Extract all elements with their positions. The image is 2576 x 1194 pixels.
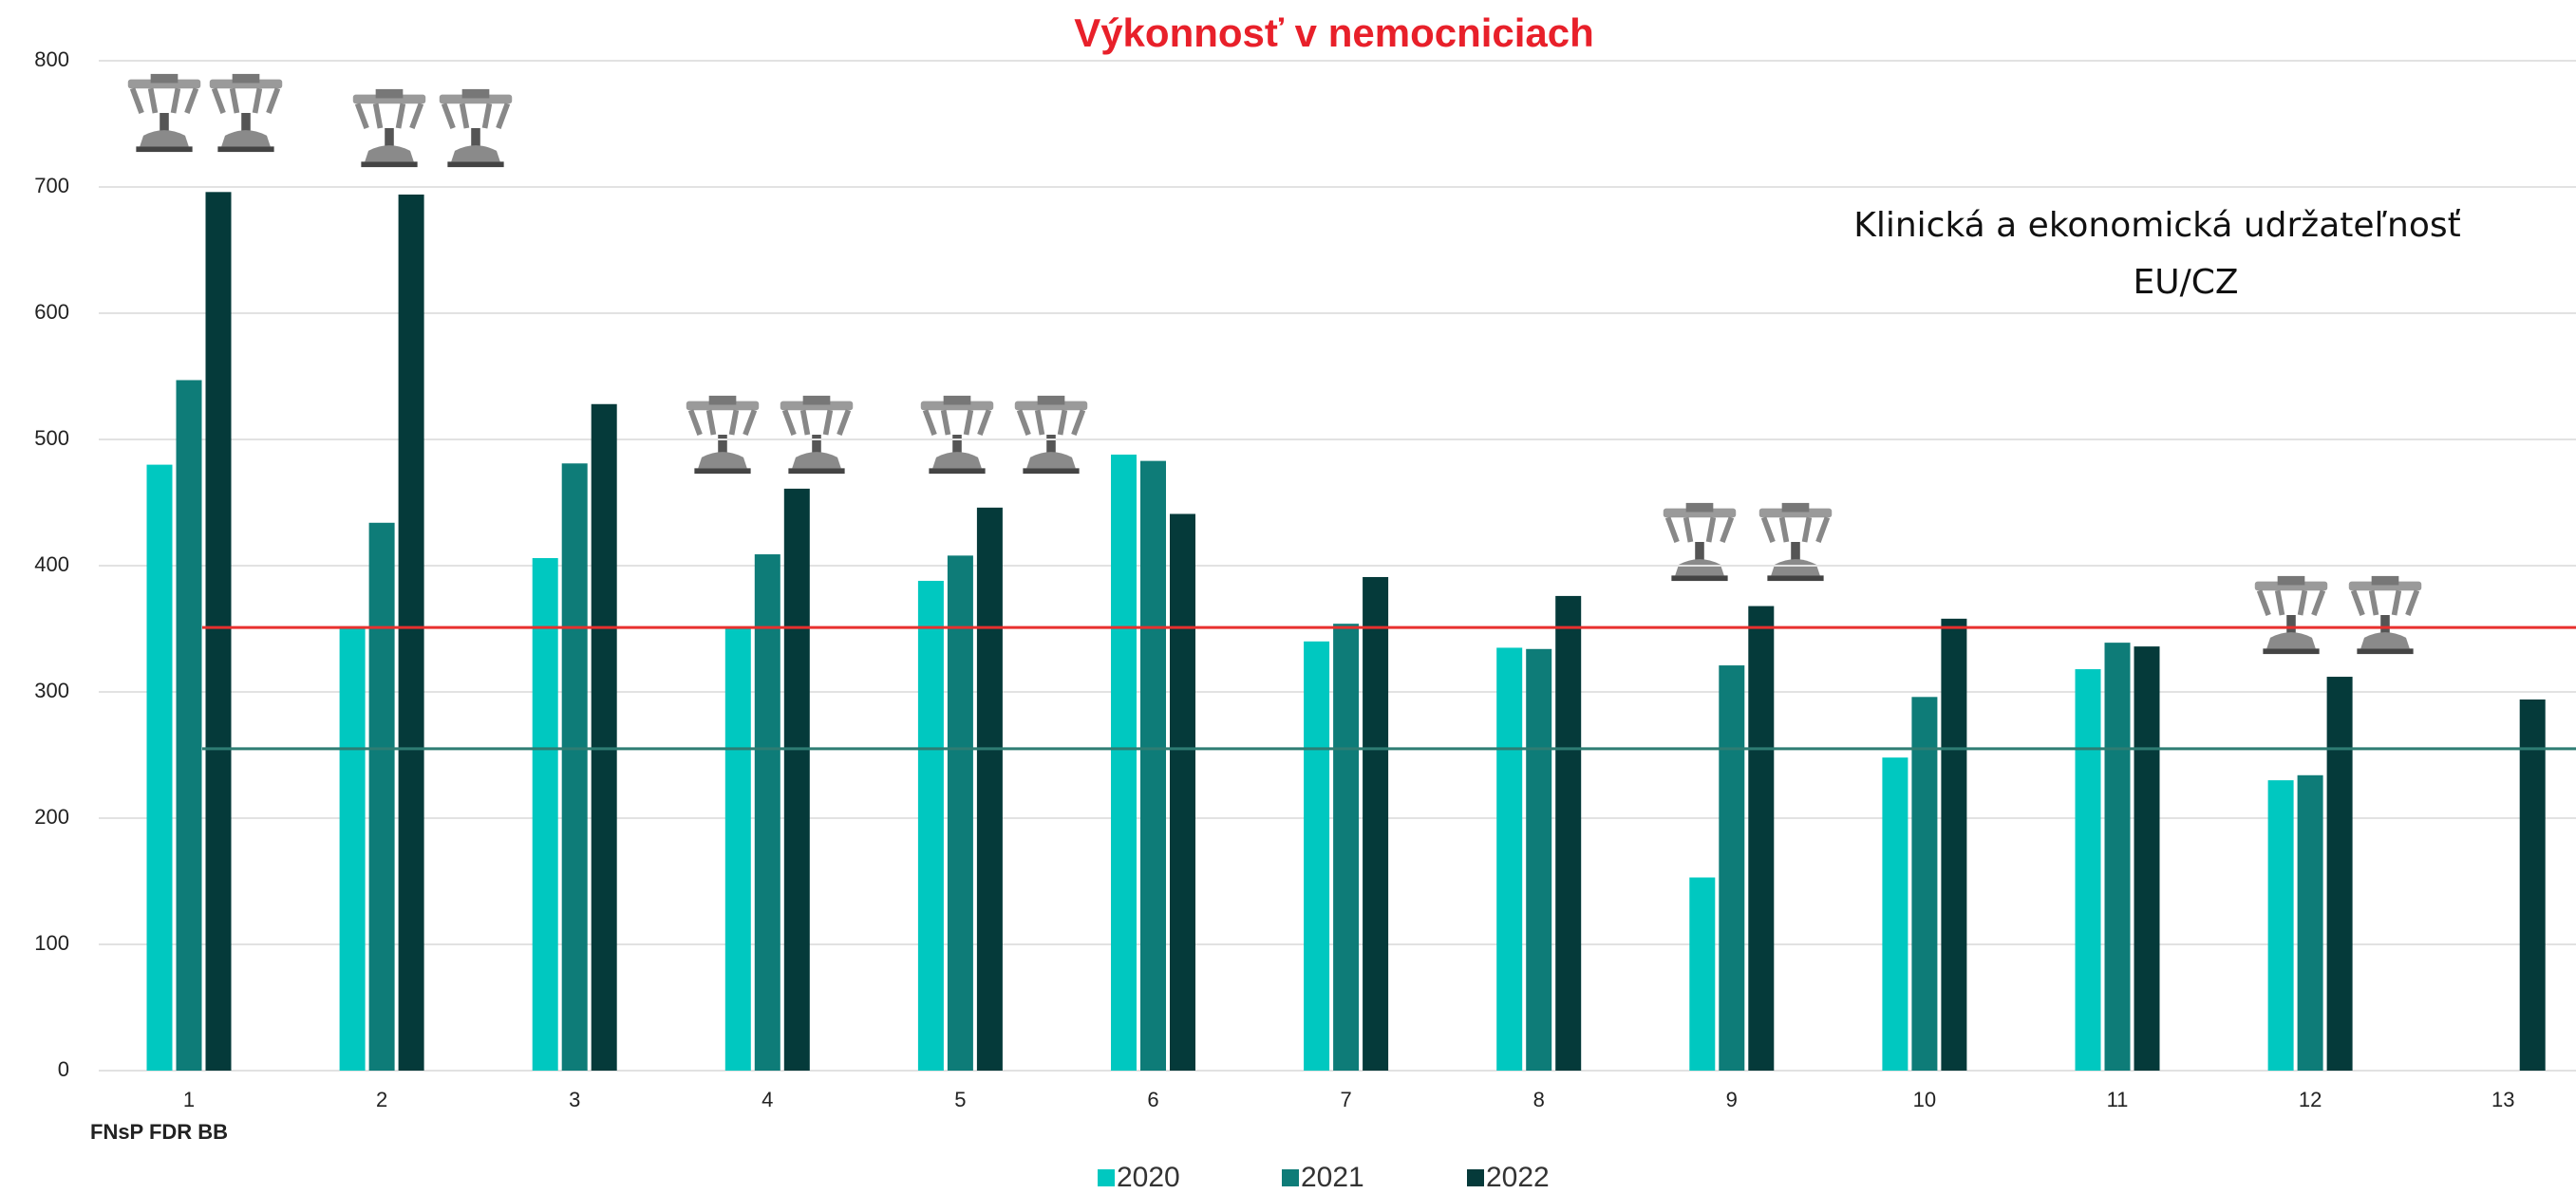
bar (398, 194, 424, 1072)
x-tick-label: 1 (183, 1088, 195, 1111)
bar (1689, 877, 1716, 1071)
x-tick-label: 8 (1533, 1088, 1545, 1111)
legend-label: 2020 (1117, 1162, 1180, 1193)
bar (783, 488, 810, 1071)
bar (1111, 454, 1137, 1072)
bar (2267, 780, 2294, 1071)
bar (1748, 606, 1775, 1071)
x-tick-label: 11 (2107, 1088, 2129, 1111)
x-tick-label: 2 (376, 1088, 387, 1111)
bar (146, 464, 173, 1072)
y-tick-label: 700 (34, 174, 69, 197)
x-tick-label: 3 (569, 1088, 580, 1111)
y-tick-label: 400 (34, 552, 69, 576)
bar (1170, 513, 1195, 1071)
y-tick-label: 0 (58, 1057, 69, 1081)
bar (532, 558, 558, 1071)
bar (339, 625, 366, 1071)
x-tick-label: 6 (1147, 1088, 1158, 1111)
bar (2104, 643, 2131, 1071)
x-tick-label: 4 (762, 1088, 773, 1111)
legend-label: 2021 (1301, 1162, 1364, 1193)
bar (976, 507, 1003, 1071)
y-tick-label: 800 (34, 47, 69, 71)
bar (1941, 618, 1967, 1071)
y-tick-label: 300 (34, 679, 69, 702)
robot-icons (128, 74, 2421, 654)
bar (1304, 641, 1330, 1071)
x-tick-label: 7 (1340, 1088, 1351, 1111)
x-tick-label: 13 (2491, 1088, 2514, 1111)
legend-swatch (1098, 1169, 1115, 1186)
annotation: EU/CZ (2133, 263, 2238, 302)
bar (176, 380, 202, 1071)
bar (724, 628, 751, 1071)
legend-swatch (1282, 1169, 1299, 1186)
x-tick-label: 5 (954, 1088, 966, 1111)
bar (1719, 665, 1745, 1071)
bar (1363, 576, 1389, 1071)
bar (1555, 595, 1582, 1071)
bar (2134, 646, 2160, 1071)
bar (1882, 757, 1908, 1071)
bar (205, 192, 232, 1071)
bar (2075, 669, 2101, 1071)
annotation: Klinická a ekonomická udržateľnosť (1853, 206, 2461, 245)
bar (917, 580, 944, 1071)
y-tick-label: 600 (34, 300, 69, 324)
bar (754, 554, 780, 1071)
x-tick-label: 12 (2299, 1088, 2322, 1111)
bar (1333, 624, 1360, 1071)
bar (1140, 460, 1166, 1071)
bar (2519, 699, 2546, 1071)
legend-swatch (1467, 1169, 1484, 1186)
annotation: FNsP FDR BB (90, 1120, 228, 1144)
y-tick-label: 200 (34, 805, 69, 829)
bar (947, 555, 973, 1071)
y-tick-label: 500 (34, 426, 69, 450)
y-tick-label: 100 (34, 931, 69, 955)
bar (2326, 677, 2353, 1071)
bar (2297, 774, 2323, 1071)
bar (1911, 697, 1938, 1071)
bar (561, 463, 588, 1071)
bar (1526, 648, 1552, 1071)
chart-title: Výkonnosť v nemocniciach (1074, 10, 1594, 55)
bar (368, 522, 395, 1071)
x-tick-label: 10 (1913, 1088, 1936, 1111)
x-tick-label: 9 (1726, 1088, 1738, 1111)
bar (591, 403, 617, 1071)
bar (1496, 647, 1523, 1071)
legend-label: 2022 (1486, 1162, 1550, 1193)
